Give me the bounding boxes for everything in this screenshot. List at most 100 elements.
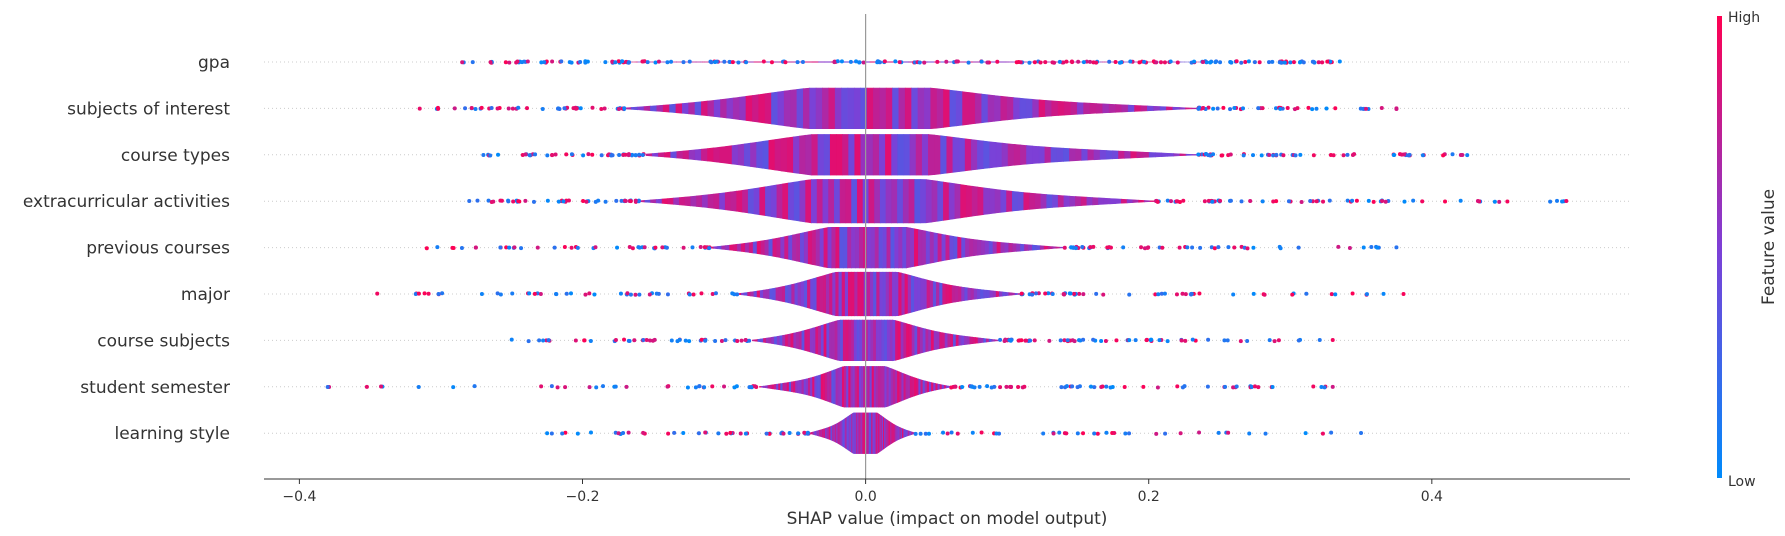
violin-slice [992,241,998,254]
violin-slice [807,279,811,309]
violin-slice [1178,107,1186,110]
shap-point [563,430,568,435]
violin-slice [998,291,1003,297]
violin-slice [885,87,893,130]
violin-slice [1019,97,1027,119]
shap-point [489,105,494,110]
shap-point [555,385,560,390]
shap-point [735,292,740,297]
shap-point [556,199,561,204]
violin-slice [1105,150,1113,160]
shap-point [1310,59,1315,64]
violin-slice [1134,105,1142,112]
shap-point [1366,198,1371,203]
violin-slice [983,289,988,299]
shap-point [1004,384,1009,389]
violin-slice [1064,101,1072,116]
shap-point [926,431,931,436]
violin-slice [909,375,913,398]
violin-slice [650,199,657,204]
violin-slice [991,339,995,342]
violin-slice [828,87,836,130]
violin-slice [914,325,918,356]
shap-point [516,199,521,204]
shap-point [1352,152,1357,157]
violin-slice [1148,152,1156,158]
shap-point [805,430,810,435]
shap-point [665,292,670,297]
shap-point [451,246,456,251]
shap-point [738,431,743,436]
shap-point [1336,244,1341,249]
shap-point [1420,153,1425,158]
violin-slice [922,379,926,394]
violin-slice [1121,198,1128,204]
shap-point [1272,339,1277,344]
violin-slice [842,134,849,176]
x-axis-title: SHAP value (impact on model output) [787,509,1108,529]
violin-slice [681,102,689,115]
shap-point [545,153,550,158]
shap-point [1043,60,1048,65]
shap-point [630,246,635,251]
shap-point [1327,198,1332,203]
shap-point [1057,430,1062,435]
violin-slice [961,237,966,258]
violin-slice [807,230,813,265]
violin-slice [936,331,940,350]
violin-slice [815,87,823,130]
violin-slice [760,240,766,256]
violin-slice [941,384,945,390]
violin-slice [1006,190,1013,213]
shap-point [526,339,531,344]
shap-point [677,337,682,342]
shap-point [1168,59,1173,64]
violin-slice [768,238,774,257]
shap-point [1032,338,1037,343]
violin-slice [862,319,866,362]
shap-point [1032,60,1037,65]
violin-slice [1144,200,1151,203]
violin-slice [976,239,982,256]
shap-point [1251,245,1256,250]
shap-point [1112,431,1117,436]
shap-point [1003,337,1008,342]
shap-point [1047,338,1052,343]
shap-point [1204,60,1209,65]
shap-point [1296,245,1301,250]
violin-slice [981,93,989,124]
violin-slice [952,136,960,173]
shap-point [1341,153,1346,158]
violin-slice [1076,102,1084,115]
shap-point [744,60,749,65]
shap-point [488,153,493,158]
shap-point [1215,106,1220,111]
shap-point [1277,244,1282,249]
violin-slice [925,328,929,353]
violin-slice [843,226,848,269]
violin-slice [858,366,862,408]
violin-slice [964,287,969,301]
shap-point [719,339,724,344]
violin-slice [816,276,821,312]
shap-point [510,291,515,296]
violin-slice [925,230,931,265]
shap-point [1271,153,1276,158]
shap-point [1208,60,1213,65]
shap-point [416,384,421,389]
violin-slice [932,281,937,307]
violin-slice [696,195,703,208]
shap-point [1050,291,1055,296]
violin-slice [914,228,919,267]
violin-slice [1028,244,1033,251]
shap-point [1273,106,1278,111]
shap-point [861,60,866,65]
violin-slice [933,382,936,391]
shap-point [1091,244,1096,249]
violin-slice [996,241,1002,254]
shap-point [463,106,468,111]
shap-point [1077,338,1082,343]
shap-point [537,338,542,343]
violin-slice [804,329,808,352]
x-tick-label: 0.0 [854,489,876,505]
